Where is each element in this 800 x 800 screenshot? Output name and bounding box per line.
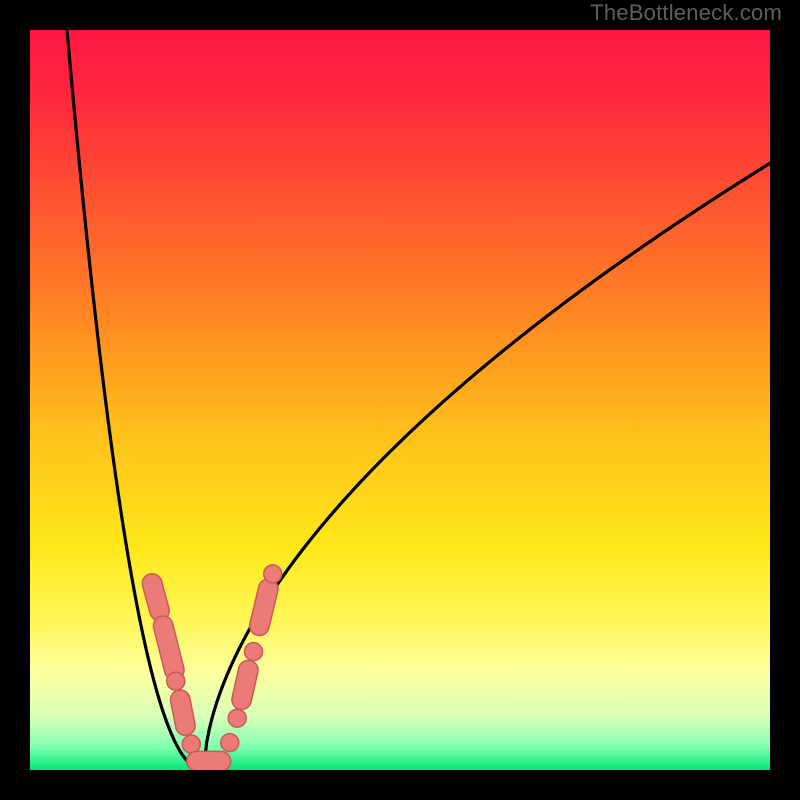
marker-dot xyxy=(221,734,239,752)
marker-dot xyxy=(228,709,246,727)
marker-dot xyxy=(244,643,262,661)
marker-dot xyxy=(182,735,200,753)
marker-dot xyxy=(264,565,282,583)
chart-container: TheBottleneck.com xyxy=(0,0,800,800)
marker-capsule xyxy=(163,626,174,670)
watermark-text: TheBottleneck.com xyxy=(590,0,782,26)
plot-svg xyxy=(30,30,770,770)
marker-dot xyxy=(167,672,185,690)
marker-capsule xyxy=(259,589,268,626)
marker-capsule xyxy=(242,670,249,700)
marker-capsule xyxy=(180,700,185,726)
marker-capsule xyxy=(152,584,159,611)
gradient-background xyxy=(30,30,770,770)
plot-area xyxy=(30,30,770,770)
